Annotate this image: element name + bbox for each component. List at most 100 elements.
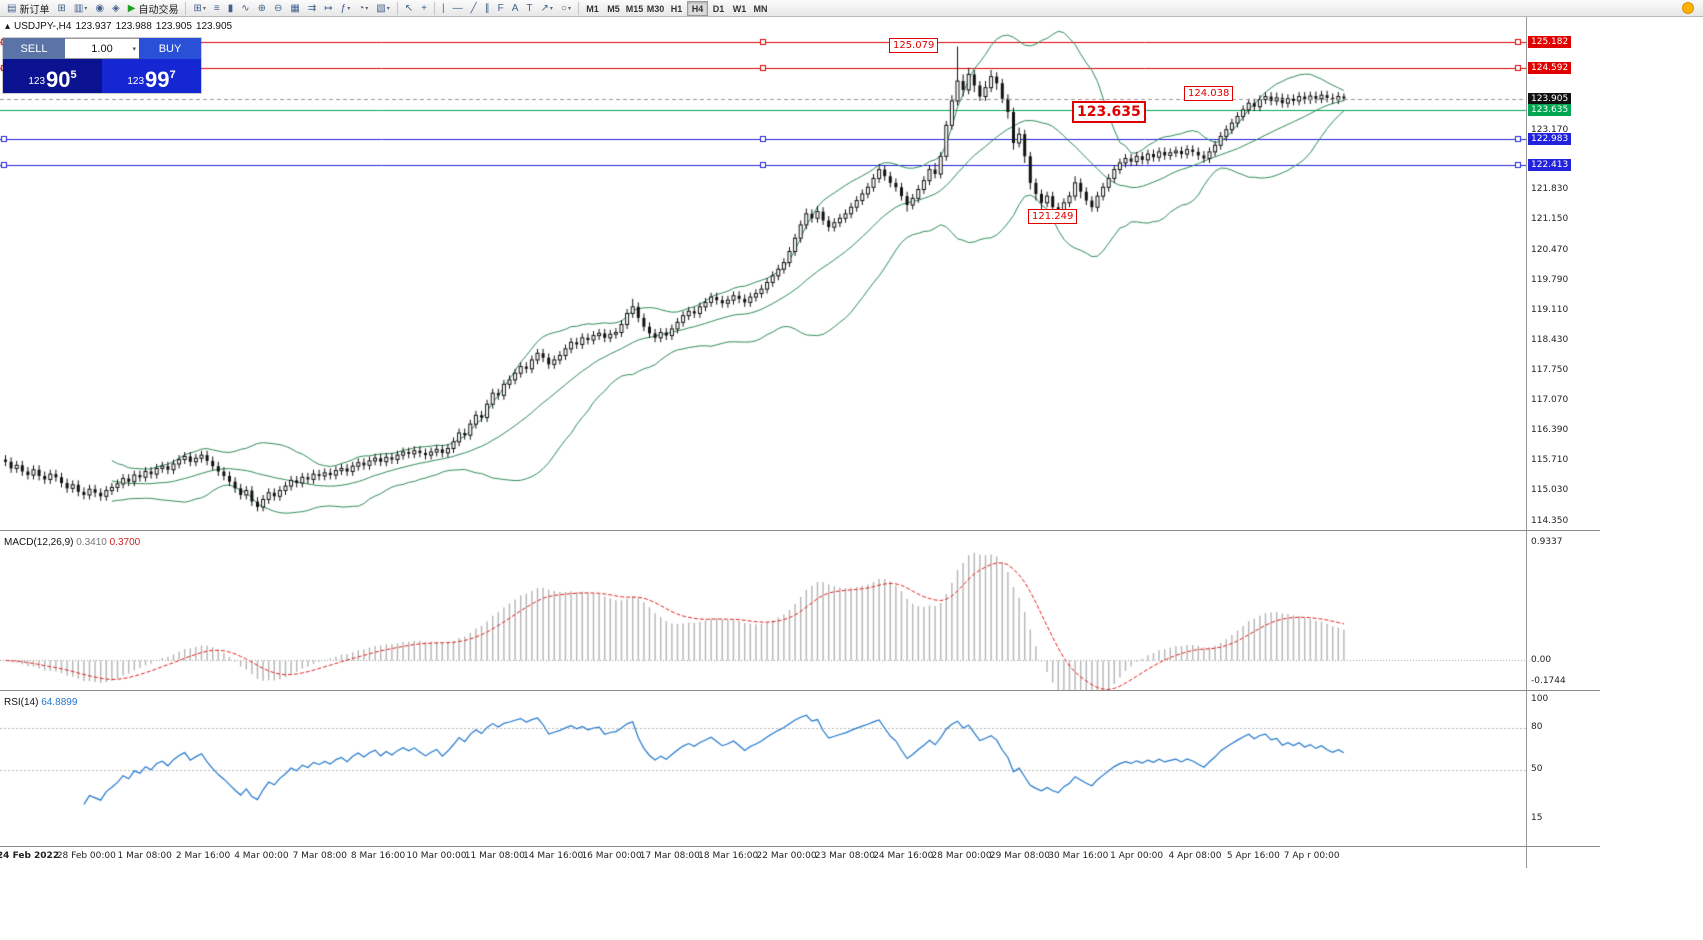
timeframe-w1-button[interactable]: W1: [732, 3, 747, 14]
buy-price[interactable]: 123 99 7: [102, 59, 201, 93]
panel-splitter[interactable]: [0, 690, 1600, 691]
dropdown-arrow-icon: ▾: [365, 5, 369, 12]
time-axis-label: 2 Mar 16:00: [175, 851, 231, 861]
price-callout-label[interactable]: 124.038: [1184, 86, 1234, 101]
axis-scale-label: 117.070: [1531, 395, 1569, 406]
axis-scale-label: 123.170: [1531, 125, 1569, 136]
time-axis-label: 29 Mar 08:00: [989, 851, 1050, 861]
collapse-arrow-icon[interactable]: ▴: [5, 21, 11, 32]
new-order-button[interactable]: ▤ 新订单: [4, 1, 52, 16]
main-chart-canvas[interactable]: [0, 17, 1526, 530]
auto-scroll-button[interactable]: ⇉: [305, 1, 319, 16]
time-axis-label: 24 Mar 16:00: [873, 851, 934, 861]
navigator-button[interactable]: ◈: [109, 1, 123, 16]
macd-title: MACD(12,26,9): [4, 537, 74, 548]
time-axis-label: 24 Feb 2022: [0, 851, 60, 861]
volume-input[interactable]: 1.00 ▾: [65, 38, 139, 59]
timeframe-m1-button[interactable]: M1: [586, 3, 599, 14]
one-click-trading-panel: SELL 1.00 ▾ BUY 123 90 5 123 99 7: [3, 38, 201, 93]
macd-panel-canvas[interactable]: [0, 533, 1526, 690]
autotrading-button[interactable]: ▶ 自动交易: [125, 1, 182, 16]
timeframe-m15-button[interactable]: M15: [625, 3, 644, 14]
community-notification-icon[interactable]: [1682, 2, 1694, 14]
timeframe-d1-button[interactable]: D1: [712, 3, 725, 14]
cursor-button[interactable]: ↖: [402, 1, 416, 16]
candlestick-chart-button[interactable]: ▮: [225, 1, 237, 16]
candlestick-chart-icon: ▮: [227, 2, 234, 14]
shapes-button[interactable]: ○ ▾: [558, 1, 574, 16]
buy-price-sup: 7: [169, 69, 176, 81]
chart-shift-button[interactable]: ↦: [321, 1, 335, 16]
vertical-line-button[interactable]: |: [439, 1, 448, 16]
time-axis-label: 11 Mar 08:00: [464, 851, 525, 861]
bar-chart-icon: ≡: [213, 2, 220, 14]
tile-windows-button[interactable]: ▦: [287, 1, 302, 16]
new-chart-button[interactable]: ⊞ ▾: [190, 1, 208, 16]
buy-price-big: 99: [145, 67, 170, 92]
autotrading-button-label: 自动交易: [138, 4, 179, 16]
volume-dropdown-icon[interactable]: ▾: [132, 45, 136, 53]
text-button[interactable]: A: [509, 1, 522, 16]
buy-price-prefix: 123: [127, 76, 145, 87]
toolbar-buttons: ▤ 新订单 ⊞ ▥ ▾ ◉ ◈ ▶ 自动交易 ⊞ ▾ ≡ ▮ ∿ ⊕ ⊖ ▦ ⇉ ↦ ƒ ▾ ◔ ▾ ▧ ▾ ↖ + | ― ╱ ∥ F A T ↗…: [3, 0, 1682, 17]
horizontal-line-button[interactable]: ―: [450, 1, 466, 16]
time-axis-label: 17 Mar 08:00: [639, 851, 700, 861]
text-label-button[interactable]: T: [523, 1, 535, 16]
toolbar-separator: [396, 1, 398, 15]
new-order-button-label: 新订单: [19, 4, 50, 16]
timeframe-mn-button[interactable]: MN: [753, 3, 768, 14]
price-callout-label[interactable]: 121.249: [1028, 209, 1078, 224]
bar-chart-button[interactable]: ≡: [211, 1, 223, 16]
dropdown-arrow-icon: ▾: [84, 5, 88, 12]
line-chart-icon: ∿: [241, 2, 250, 14]
periods-button[interactable]: ◔ ▾: [355, 1, 371, 16]
timeframe-m5-button[interactable]: M5: [607, 3, 620, 14]
trendline-button[interactable]: ╱: [468, 1, 480, 16]
zoom-in-button[interactable]: ⊕: [255, 1, 269, 16]
buy-button[interactable]: BUY: [139, 38, 201, 59]
timeframe-m30-button[interactable]: M30: [646, 3, 665, 14]
line-chart-button[interactable]: ∿: [238, 1, 252, 16]
axis-scale-label: 50: [1531, 764, 1543, 774]
arrows-button[interactable]: ↗ ▾: [538, 1, 556, 16]
price-callout-label[interactable]: 125.079: [889, 38, 939, 53]
axis-scale-label: 80: [1531, 722, 1543, 732]
sell-price-sup: 5: [70, 69, 77, 81]
rsi-panel-canvas[interactable]: [0, 693, 1526, 846]
price-axis-box-label: 123.905: [1528, 92, 1572, 105]
sell-price[interactable]: 123 90 5: [3, 59, 102, 93]
rsi-indicator-label: RSI(14) 64.8899: [4, 697, 77, 708]
autotrading-icon: ▶: [127, 2, 136, 14]
profiles-icon: ▥: [73, 2, 84, 14]
panel-splitter[interactable]: [0, 530, 1600, 531]
new-chart-icon: ⊞: [193, 2, 202, 14]
sell-price-prefix: 123: [28, 76, 46, 87]
zoom-out-button[interactable]: ⊖: [271, 1, 285, 16]
timeframe-h4-button[interactable]: H4: [686, 0, 708, 16]
market-watch-button[interactable]: ◉: [92, 1, 107, 16]
toolbar-separator: [433, 1, 435, 15]
indicators-button[interactable]: ƒ ▾: [338, 1, 354, 16]
profiles-button[interactable]: ▥ ▾: [71, 1, 90, 16]
templates-button[interactable]: ▧ ▾: [373, 1, 392, 16]
price-axis-border: [1526, 17, 1527, 868]
fibonacci-button[interactable]: F: [495, 1, 507, 16]
equidistant-channel-button[interactable]: ∥: [482, 1, 493, 16]
axis-scale-label: 117.750: [1531, 365, 1569, 375]
price-callout-label[interactable]: 123.635: [1072, 101, 1146, 123]
market-watch-icon: ◉: [95, 2, 105, 14]
arrows-icon: ↗: [540, 2, 549, 14]
time-axis-label: 18 Mar 16:00: [698, 851, 759, 861]
price-axis-box-label: 123.635: [1528, 104, 1572, 117]
time-axis-label: 23 Mar 08:00: [814, 851, 875, 861]
time-axis[interactable]: 24 Feb 2022 28 Feb 00:00 1 Mar 08:00 2 Mar …: [0, 847, 1526, 867]
timeframe-h1-button[interactable]: H1: [670, 3, 683, 14]
new-order-icon: ▤: [7, 2, 17, 14]
sell-button[interactable]: SELL: [3, 38, 65, 59]
volume-value: 1.00: [91, 42, 113, 55]
crosshair-button[interactable]: +: [418, 1, 430, 16]
trendline-icon: ╱: [470, 2, 477, 14]
axis-scale-label: -0.1744: [1531, 676, 1566, 687]
chart-window-button[interactable]: ⊞: [54, 1, 68, 16]
